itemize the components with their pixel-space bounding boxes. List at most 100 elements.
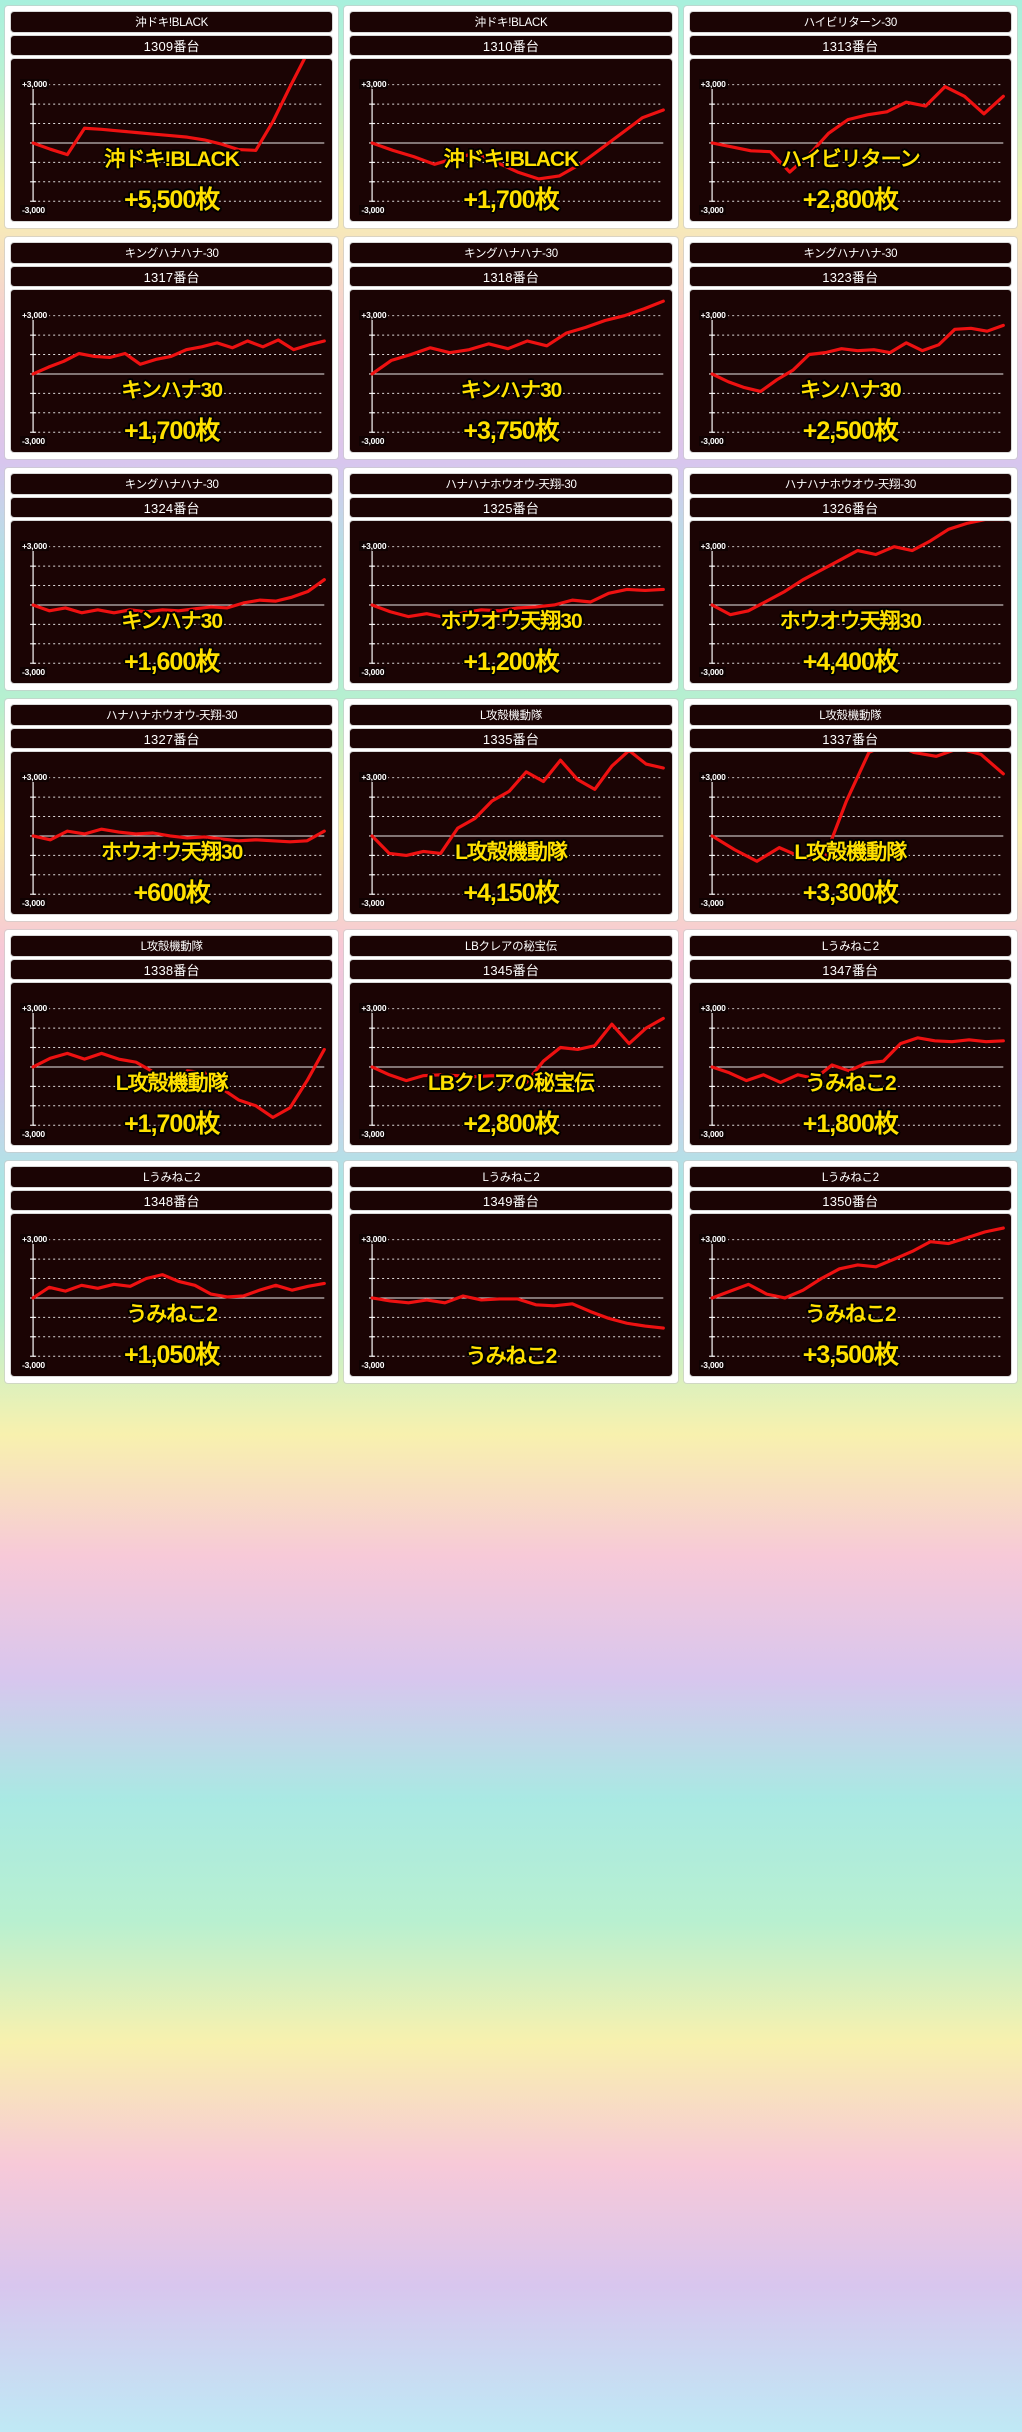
machine-card[interactable]: LBクレアの秘宝伝 1345番台 +3,000 -3,000 LBクレアの秘宝伝 +2,8…: [344, 930, 678, 1152]
machine-number: 1309番台: [10, 35, 334, 56]
axis-label-bottom: -3,000: [20, 436, 47, 446]
machine-title: Lうみねこ2: [688, 935, 1012, 957]
machine-card[interactable]: Lうみねこ2 1347番台 +3,000 -3,000 うみねこ2 +1,800枚: [683, 930, 1017, 1152]
machine-card[interactable]: 沖ドキ!BLACK 1310番台 +3,000 -3,000 沖ドキ!BLACK +1,7…: [344, 6, 678, 228]
axis-label-top: +3,000: [698, 772, 728, 782]
machine-card-grid: 沖ドキ!BLACK 1309番台 +3,000 -3,000 沖ドキ!BLACK +5,5…: [5, 6, 1017, 1383]
machine-card[interactable]: ハナハナホウオウ-天翔-30 1325番台 +3,000 -3,000 ホウオウ天翔30…: [344, 468, 678, 690]
machine-card[interactable]: キングハナハナ-30 1318番台 +3,000 -3,000 キンハナ30 +3,750…: [344, 237, 678, 459]
payout-chart: +3,000 -3,000 L攻殻機動隊 +4,150枚: [349, 751, 673, 915]
machine-card[interactable]: L攻殻機動隊 1338番台 +3,000 -3,000 L攻殻機動隊 +1,700枚: [5, 930, 339, 1152]
machine-number: 1345番台: [349, 959, 673, 980]
payout-chart: +3,000 -3,000 うみねこ2: [349, 1213, 673, 1377]
machine-title: キングハナハナ-30: [10, 242, 334, 264]
payout-chart: +3,000 -3,000 沖ドキ!BLACK +1,700枚: [349, 58, 673, 222]
machine-number: 1349番台: [349, 1190, 673, 1211]
payout-chart: +3,000 -3,000 ホウオウ天翔30 +600枚: [10, 751, 334, 915]
axis-label-top: +3,000: [359, 772, 389, 782]
machine-title: キングハナハナ-30: [688, 242, 1012, 264]
axis-label-top: +3,000: [698, 541, 728, 551]
axis-label-top: +3,000: [20, 1003, 50, 1013]
axis-label-top: +3,000: [359, 1003, 389, 1013]
axis-label-top: +3,000: [20, 772, 50, 782]
machine-title: L攻殻機動隊: [10, 935, 334, 957]
machine-title: LBクレアの秘宝伝: [349, 935, 673, 957]
payout-chart: +3,000 -3,000 沖ドキ!BLACK +5,500枚: [10, 58, 334, 222]
machine-title: Lうみねこ2: [349, 1166, 673, 1188]
payout-chart: +3,000 -3,000 うみねこ2 +3,500枚: [688, 1213, 1012, 1377]
payout-chart: +3,000 -3,000 うみねこ2 +1,050枚: [10, 1213, 334, 1377]
machine-card[interactable]: Lうみねこ2 1350番台 +3,000 -3,000 うみねこ2 +3,500枚: [683, 1161, 1017, 1383]
machine-card[interactable]: Lうみねこ2 1349番台 +3,000 -3,000 うみねこ2: [344, 1161, 678, 1383]
payout-chart: +3,000 -3,000 キンハナ30 +1,700枚: [10, 289, 334, 453]
machine-number: 1350番台: [688, 1190, 1012, 1211]
machine-card[interactable]: L攻殻機動隊 1335番台 +3,000 -3,000 L攻殻機動隊 +4,150枚: [344, 699, 678, 921]
machine-card[interactable]: ハイビリターン-30 1313番台 +3,000 -3,000 ハイビリターン +2,80…: [683, 6, 1017, 228]
machine-card[interactable]: ハナハナホウオウ-天翔-30 1327番台 +3,000 -3,000 ホウオウ天翔30…: [5, 699, 339, 921]
axis-label-top: +3,000: [20, 310, 50, 320]
machine-number: 1338番台: [10, 959, 334, 980]
axis-label-bottom: -3,000: [20, 898, 47, 908]
axis-label-bottom: -3,000: [698, 1360, 726, 1370]
machine-number: 1337番台: [688, 728, 1012, 749]
machine-title: 沖ドキ!BLACK: [10, 11, 334, 33]
machine-card[interactable]: Lうみねこ2 1348番台 +3,000 -3,000 うみねこ2 +1,050枚: [5, 1161, 339, 1383]
machine-title: Lうみねこ2: [688, 1166, 1012, 1188]
machine-number: 1310番台: [349, 35, 673, 56]
axis-label-top: +3,000: [698, 79, 728, 89]
axis-label-bottom: -3,000: [359, 1360, 387, 1370]
machine-card[interactable]: キングハナハナ-30 1324番台 +3,000 -3,000 キンハナ30 +1,600…: [5, 468, 339, 690]
axis-label-bottom: -3,000: [20, 1129, 47, 1139]
axis-label-bottom: -3,000: [359, 205, 387, 215]
machine-number: 1313番台: [688, 35, 1012, 56]
machine-number: 1323番台: [688, 266, 1012, 287]
machine-number: 1324番台: [10, 497, 334, 518]
machine-number: 1347番台: [688, 959, 1012, 980]
machine-title: ハナハナホウオウ-天翔-30: [349, 473, 673, 495]
machine-number: 1325番台: [349, 497, 673, 518]
payout-chart: +3,000 -3,000 ホウオウ天翔30 +4,400枚: [688, 520, 1012, 684]
axis-label-top: +3,000: [359, 1234, 389, 1244]
axis-label-bottom: -3,000: [359, 1129, 387, 1139]
axis-label-bottom: -3,000: [20, 667, 47, 677]
machine-title: Lうみねこ2: [10, 1166, 334, 1188]
axis-label-top: +3,000: [698, 1234, 728, 1244]
machine-number: 1348番台: [10, 1190, 334, 1211]
payout-chart: +3,000 -3,000 ホウオウ天翔30 +1,200枚: [349, 520, 673, 684]
axis-label-bottom: -3,000: [698, 205, 726, 215]
axis-label-bottom: -3,000: [698, 898, 726, 908]
axis-label-top: +3,000: [20, 1234, 50, 1244]
machine-card[interactable]: L攻殻機動隊 1337番台 +3,000 -3,000 L攻殻機動隊 +3,300枚: [683, 699, 1017, 921]
machine-title: L攻殻機動隊: [349, 704, 673, 726]
payout-chart: +3,000 -3,000 うみねこ2 +1,800枚: [688, 982, 1012, 1146]
axis-label-top: +3,000: [359, 541, 389, 551]
machine-title: L攻殻機動隊: [688, 704, 1012, 726]
payout-chart: +3,000 -3,000 ハイビリターン +2,800枚: [688, 58, 1012, 222]
machine-card[interactable]: 沖ドキ!BLACK 1309番台 +3,000 -3,000 沖ドキ!BLACK +5,5…: [5, 6, 339, 228]
machine-title: キングハナハナ-30: [10, 473, 334, 495]
machine-card[interactable]: ハナハナホウオウ-天翔-30 1326番台 +3,000 -3,000 ホウオウ天翔30…: [683, 468, 1017, 690]
axis-label-top: +3,000: [20, 79, 50, 89]
axis-label-bottom: -3,000: [359, 667, 387, 677]
machine-card[interactable]: キングハナハナ-30 1323番台 +3,000 -3,000 キンハナ30 +2,500…: [683, 237, 1017, 459]
machine-title: ハナハナホウオウ-天翔-30: [10, 704, 334, 726]
payout-chart: +3,000 -3,000 LBクレアの秘宝伝 +2,800枚: [349, 982, 673, 1146]
machine-card[interactable]: キングハナハナ-30 1317番台 +3,000 -3,000 キンハナ30 +1,700…: [5, 237, 339, 459]
axis-label-top: +3,000: [698, 310, 728, 320]
axis-label-bottom: -3,000: [359, 436, 387, 446]
axis-label-bottom: -3,000: [698, 436, 726, 446]
axis-label-top: +3,000: [359, 310, 389, 320]
payout-chart: +3,000 -3,000 キンハナ30 +1,600枚: [10, 520, 334, 684]
machine-title: ハイビリターン-30: [688, 11, 1012, 33]
payout-chart: +3,000 -3,000 キンハナ30 +2,500枚: [688, 289, 1012, 453]
machine-number: 1317番台: [10, 266, 334, 287]
machine-number: 1318番台: [349, 266, 673, 287]
machine-number: 1326番台: [688, 497, 1012, 518]
machine-number: 1335番台: [349, 728, 673, 749]
machine-title: ハナハナホウオウ-天翔-30: [688, 473, 1012, 495]
payout-chart: +3,000 -3,000 L攻殻機動隊 +1,700枚: [10, 982, 334, 1146]
axis-label-top: +3,000: [698, 1003, 728, 1013]
axis-label-top: +3,000: [20, 541, 50, 551]
axis-label-bottom: -3,000: [698, 1129, 726, 1139]
